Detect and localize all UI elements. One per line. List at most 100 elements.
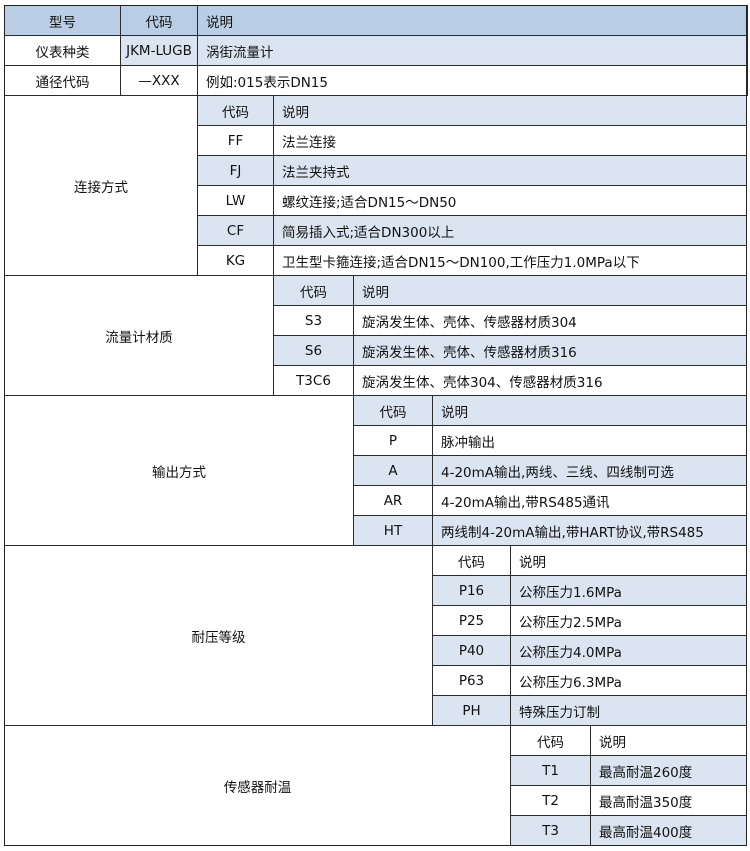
option-code-text: T3C6 <box>296 372 331 389</box>
row-description: 例如:015表示DN15 <box>197 65 748 96</box>
row-label-text: 通径代码 <box>35 74 90 91</box>
option-code: A <box>353 455 433 486</box>
sub-header-description: 说明 <box>353 275 747 306</box>
sub-header-description: 说明 <box>432 395 747 426</box>
option-description-text: 4-20mA输出,带RS485通讯 <box>441 494 610 511</box>
section-label: 连接方式 <box>4 95 198 276</box>
option-code: AR <box>353 485 433 516</box>
option-code: P40 <box>432 635 511 666</box>
sub-header-code-text: 代码 <box>458 554 485 571</box>
option-description-text: 旋涡发生体、壳体304、传感器材质316 <box>362 374 603 391</box>
option-description-text: 公称压力4.0MPa <box>519 644 622 661</box>
sub-header-description-text: 说明 <box>441 404 468 421</box>
header-code: 代码 <box>120 5 198 36</box>
sub-header-code: 代码 <box>197 95 274 126</box>
option-code: HT <box>353 515 433 546</box>
option-description: 两线制4-20mA输出,带HART协议,带RS485 <box>432 515 747 546</box>
option-code: CF <box>197 215 274 246</box>
row-code: —XXX <box>120 65 198 96</box>
row-code-text: JKM-LUGB <box>126 42 192 59</box>
option-code-text: T2 <box>542 792 559 809</box>
option-code-text: KG <box>225 252 246 269</box>
option-description-text: 公称压力6.3MPa <box>519 674 622 691</box>
option-description: 公称压力1.6MPa <box>510 575 747 606</box>
sub-header-description-text: 说明 <box>599 734 626 751</box>
option-description: 特殊压力订制 <box>510 695 747 726</box>
option-description-text: 法兰夹持式 <box>282 164 350 181</box>
section-label: 流量计材质 <box>4 275 274 396</box>
sub-header-code: 代码 <box>432 545 511 576</box>
row-description-text: 例如:015表示DN15 <box>206 74 328 91</box>
option-code-text: P16 <box>458 582 485 599</box>
option-description-text: 旋涡发生体、壳体、传感器材质304 <box>362 314 577 331</box>
option-description-text: 最高耐温400度 <box>599 824 693 841</box>
option-code: LW <box>197 185 274 216</box>
option-description-text: 法兰连接 <box>282 134 336 151</box>
option-description: 公称压力4.0MPa <box>510 635 747 666</box>
option-code: T2 <box>510 785 591 816</box>
row-code-text: —XXX <box>138 72 180 89</box>
option-code: FJ <box>197 155 274 186</box>
header-description-text: 说明 <box>206 14 233 31</box>
option-code: P16 <box>432 575 511 606</box>
section-label-text: 传感器耐温 <box>223 779 292 796</box>
option-code: FF <box>197 125 274 156</box>
option-description: 最高耐温260度 <box>590 755 747 786</box>
option-description: 螺纹连接;适合DN15～DN50 <box>273 185 747 216</box>
section-label-text: 耐压等级 <box>191 629 246 646</box>
option-code-text: LW <box>225 192 246 209</box>
section-label-text: 流量计材质 <box>105 329 173 346</box>
sub-header-code-text: 代码 <box>537 734 564 751</box>
option-code-text: T1 <box>542 762 559 779</box>
option-code-text: CF <box>226 222 245 239</box>
sub-header-description: 说明 <box>590 725 747 756</box>
option-code-text: FJ <box>229 162 242 179</box>
option-code: P63 <box>432 665 511 696</box>
option-description-text: 特殊压力订制 <box>519 704 600 721</box>
section-label: 耐压等级 <box>4 545 433 726</box>
option-code-text: P63 <box>458 672 485 689</box>
option-code: T3C6 <box>273 365 354 396</box>
section-label-text: 连接方式 <box>74 179 128 196</box>
section-label: 传感器耐温 <box>4 725 511 846</box>
option-description-text: 旋涡发生体、壳体、传感器材质316 <box>362 344 577 361</box>
option-code-text: P40 <box>458 642 485 659</box>
row-code: JKM-LUGB <box>120 35 198 66</box>
option-code: T1 <box>510 755 591 786</box>
option-code-text: HT <box>383 522 403 539</box>
row-label: 通径代码 <box>4 65 121 96</box>
option-description-text: 公称压力1.6MPa <box>519 584 622 601</box>
option-description: 公称压力6.3MPa <box>510 665 747 696</box>
option-code: S3 <box>273 305 354 336</box>
option-description-text: 公称压力2.5MPa <box>519 614 622 631</box>
option-description-text: 简易插入式;适合DN300以上 <box>282 224 455 241</box>
option-description: 卫生型卡箍连接;适合DN15～DN100,工作压力1.0MPa以下 <box>273 245 747 276</box>
option-description-text: 两线制4-20mA输出,带HART协议,带RS485 <box>441 524 704 541</box>
sub-header-description: 说明 <box>510 545 747 576</box>
header-model-text: 型号 <box>49 14 76 31</box>
sub-header-description-text: 说明 <box>282 104 309 121</box>
option-code-text: P <box>388 432 398 449</box>
option-description: 简易插入式;适合DN300以上 <box>273 215 747 246</box>
option-description: 最高耐温350度 <box>590 785 747 816</box>
option-description-text: 最高耐温350度 <box>599 794 693 811</box>
option-description: 旋涡发生体、壳体、传感器材质304 <box>353 305 747 336</box>
sub-header-code-text: 代码 <box>300 284 327 301</box>
sub-header-code: 代码 <box>353 395 433 426</box>
option-description: 旋涡发生体、壳体304、传感器材质316 <box>353 365 747 396</box>
option-code-text: S6 <box>304 342 323 359</box>
option-code-text: A <box>388 462 398 479</box>
row-label-text: 仪表种类 <box>35 44 90 61</box>
option-description: 公称压力2.5MPa <box>510 605 747 636</box>
option-description-text: 脉冲输出 <box>441 434 495 451</box>
option-code-text: AR <box>383 492 403 509</box>
row-description-text: 涡街流量计 <box>206 44 274 61</box>
sub-header-code: 代码 <box>273 275 354 306</box>
sub-header-code-text: 代码 <box>379 404 407 421</box>
option-code-text: PH <box>462 702 481 719</box>
option-code: KG <box>197 245 274 276</box>
option-code-text: FF <box>227 132 244 149</box>
option-code: S6 <box>273 335 354 366</box>
sub-header-description-text: 说明 <box>519 554 546 571</box>
option-code-text: P25 <box>458 612 485 629</box>
